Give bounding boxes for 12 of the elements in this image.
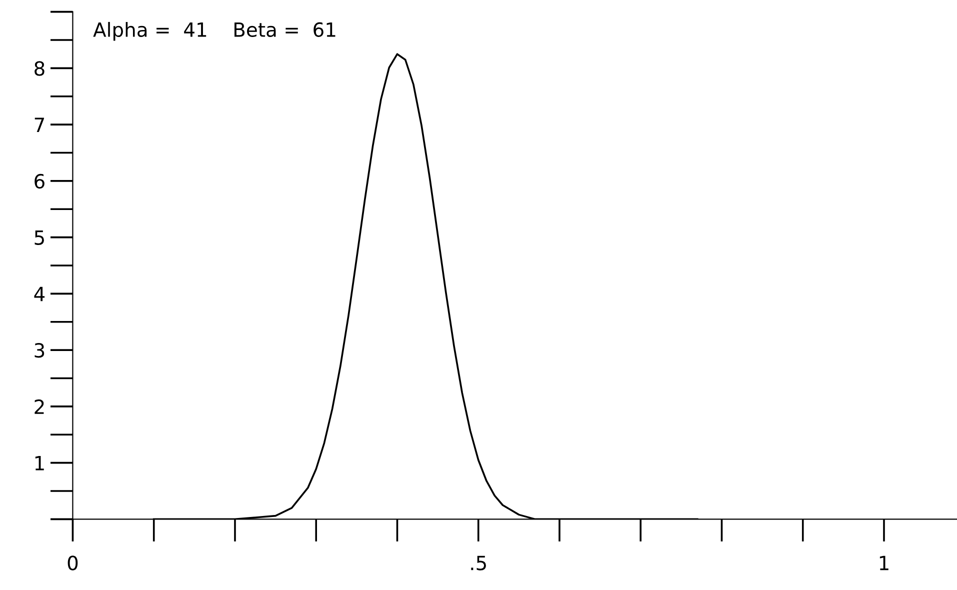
y-tick-label: 7 bbox=[34, 118, 44, 132]
y-tick-label: 1 bbox=[35, 456, 44, 470]
y-tick-label: 2 bbox=[34, 399, 44, 414]
y-tick-label: 5 bbox=[34, 230, 44, 245]
y-tick-label: 4 bbox=[34, 286, 45, 302]
annotation: Alpha = 41 Beta = 61 bbox=[93, 22, 336, 41]
y-tick-label: 3 bbox=[34, 343, 44, 358]
x-tick-label: 0 bbox=[68, 556, 78, 570]
y-tick-label: 8 bbox=[34, 61, 44, 76]
x-tick-label: .5 bbox=[471, 556, 486, 570]
x-tick-label: 1 bbox=[880, 556, 888, 570]
y-tick-label: 6 bbox=[34, 174, 44, 189]
